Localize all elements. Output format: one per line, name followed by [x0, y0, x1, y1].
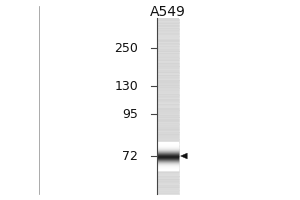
Bar [157, 18, 179, 194]
Text: A549: A549 [150, 5, 186, 19]
Polygon shape [181, 153, 187, 159]
Text: 130: 130 [114, 80, 138, 92]
Text: 72: 72 [122, 150, 138, 162]
Text: 95: 95 [122, 108, 138, 120]
Text: 250: 250 [114, 42, 138, 54]
